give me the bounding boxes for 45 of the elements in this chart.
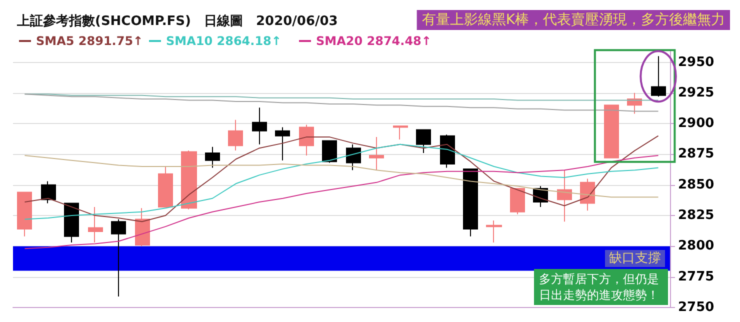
y-tick-label: 2925 xyxy=(678,85,714,100)
y-tick-label: 2950 xyxy=(678,54,714,70)
candlestick xyxy=(393,126,408,140)
candlestick xyxy=(17,192,32,237)
candlestick xyxy=(604,104,619,158)
candlestick xyxy=(369,136,384,171)
candlestick xyxy=(41,180,56,204)
line-series xyxy=(24,94,659,101)
legend-label: SMA5 2891.75↑ xyxy=(36,34,144,48)
candlestick xyxy=(64,202,79,244)
line-series xyxy=(24,154,659,250)
candlestick xyxy=(205,146,220,168)
candlestick xyxy=(486,220,502,244)
y-tick-label: 2750 xyxy=(678,300,714,315)
chart-title: 上証參考指數(SHCOMP.FS) 日線圖 2020/06/03 xyxy=(16,13,338,29)
band-label: 缺口支撐 xyxy=(609,250,661,266)
candlestick xyxy=(416,129,431,154)
candlestick xyxy=(557,170,572,222)
candlestick xyxy=(322,140,337,164)
candlestick xyxy=(181,150,197,210)
candlestick xyxy=(275,126,290,161)
candlestick xyxy=(651,56,666,98)
candlestick xyxy=(510,188,525,215)
candlestick xyxy=(158,166,173,208)
candlestick xyxy=(111,218,126,297)
y-tick-label: 2825 xyxy=(678,208,714,224)
legend-label: SMA20 2874.48↑ xyxy=(316,34,432,48)
text: 有量上影線黑K棒，代表賣壓湧現，多方後繼無力 xyxy=(422,12,726,28)
candlestick xyxy=(346,144,361,171)
line-series xyxy=(24,154,659,198)
candlestick xyxy=(88,206,103,244)
candlestick xyxy=(299,124,314,156)
candlestick xyxy=(463,168,478,237)
y-tick-label: 2775 xyxy=(678,269,714,284)
candlestick xyxy=(135,208,150,247)
candlestick xyxy=(228,119,243,152)
y-tick-label: 2800 xyxy=(678,238,714,254)
legend-label: SMA10 2864.18↑ xyxy=(166,34,282,48)
y-tick-label: 2875 xyxy=(678,146,714,162)
candlestick xyxy=(252,107,267,145)
y-tick-label: 2900 xyxy=(678,116,714,132)
candlestick xyxy=(440,134,455,168)
y-tick-label: 2850 xyxy=(678,177,714,192)
line-series xyxy=(24,94,659,112)
annotation: 多方暫居下方，但仍是日出走勢的進攻態勢！ xyxy=(539,272,659,302)
